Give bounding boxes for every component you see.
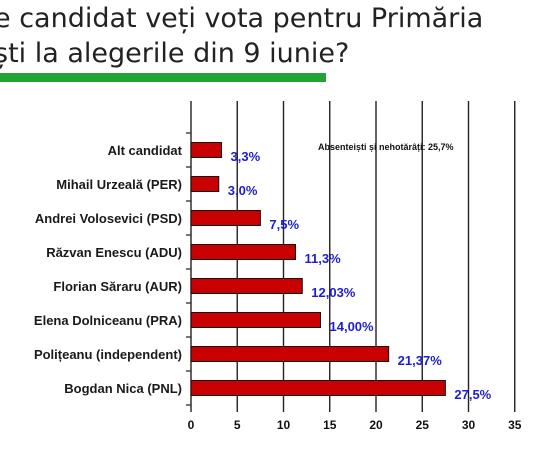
category-label: Elena Dolniceanu (PRA) (34, 313, 182, 328)
value-label: 21,37% (398, 353, 443, 368)
value-label: 27,5% (454, 387, 491, 402)
bar (190, 346, 390, 362)
value-label: 7,5% (269, 217, 299, 232)
value-label: 12,03% (311, 285, 356, 300)
category-label: Florian Săraru (AUR) (53, 279, 182, 294)
bar-chart: 0 5 10 15 20 25 30 35 Alt candidat 3,3% Mihail Ur… (34, 101, 522, 432)
category-label: Bogdan Nica (PNL) (64, 381, 182, 396)
x-tick-label: 10 (277, 418, 291, 432)
x-tick-label: 30 (462, 418, 476, 432)
category-label: Alt candidat (108, 143, 183, 158)
chart-bars (190, 142, 446, 396)
bar (190, 142, 223, 158)
x-tick-label: 35 (508, 418, 522, 432)
category-label: Răzvan Enescu (ADU) (46, 245, 182, 260)
headline-line-1: e candidat veți vota pentru Primăria (0, 3, 484, 34)
chart-labels: Alt candidat 3,3% Mihail Urzeală (PER) 3,0%… (34, 143, 492, 402)
bar (190, 380, 446, 396)
x-tick-label: 15 (323, 418, 337, 432)
bar (190, 312, 321, 328)
headline-line-2: ști la alegerile din 9 iunie? (0, 38, 350, 69)
value-label: 3,3% (231, 149, 261, 164)
x-tick-label: 0 (188, 418, 195, 432)
category-label: Andrei Volosevici (PSD) (35, 211, 182, 226)
value-label: 3,0% (228, 183, 258, 198)
category-label: Polițeanu (independent) (34, 347, 182, 362)
bar (190, 244, 297, 260)
bar (190, 176, 220, 192)
value-label: 11,3% (305, 251, 342, 266)
bar (190, 278, 303, 294)
x-tick-label: 5 (234, 418, 241, 432)
category-label: Mihail Urzeală (PER) (56, 177, 182, 192)
bar (190, 210, 261, 226)
x-tick-label: 25 (416, 418, 430, 432)
accent-bar (0, 73, 326, 82)
x-tick-label: 20 (369, 418, 383, 432)
value-label: 14,00% (330, 319, 375, 334)
chart-annotation: Absenteiști și nehotărâți: 25,7% (318, 142, 454, 152)
